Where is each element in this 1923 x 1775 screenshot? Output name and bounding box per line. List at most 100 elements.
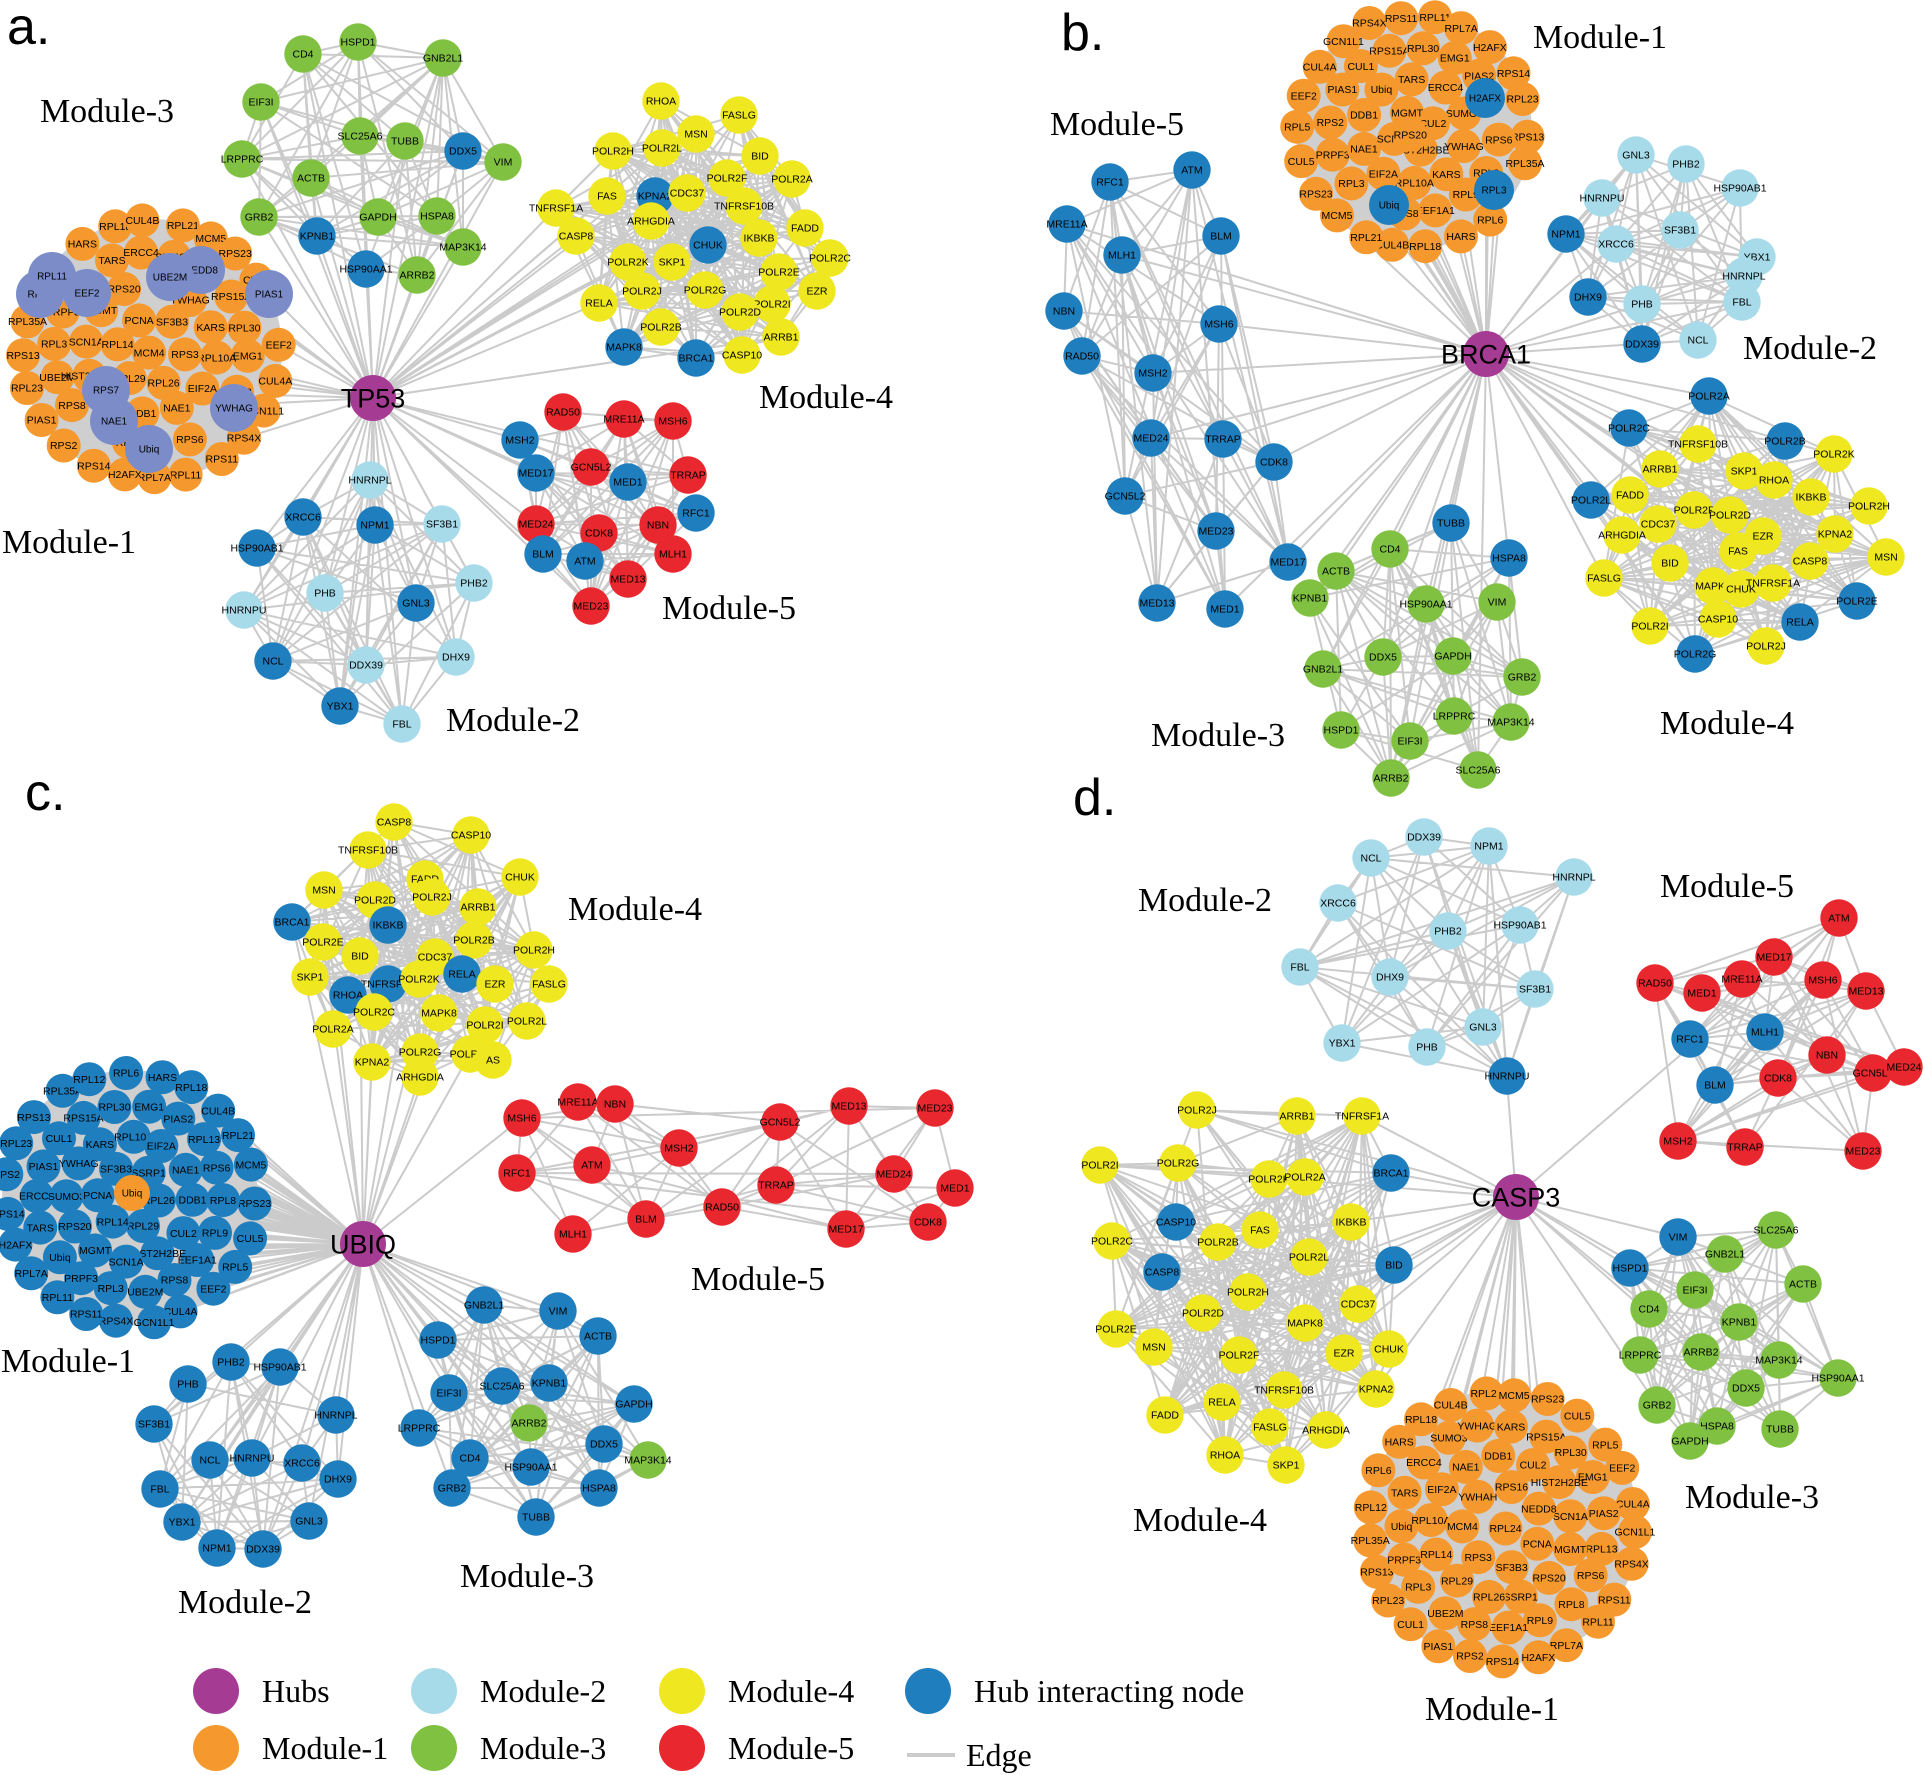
svg-text:RPL23: RPL23: [1372, 1595, 1404, 1607]
svg-text:FAS: FAS: [597, 191, 617, 203]
svg-text:TNFRSF1A: TNFRSF1A: [529, 203, 583, 215]
svg-text:SF3B1: SF3B1: [1519, 984, 1551, 996]
svg-text:VIM: VIM: [1488, 597, 1507, 609]
svg-text:RPL23: RPL23: [11, 383, 43, 395]
svg-text:MCM5: MCM5: [1499, 1390, 1530, 1402]
svg-text:RPS6: RPS6: [176, 434, 204, 446]
svg-text:TNFRSF10B: TNFRSF10B: [338, 845, 398, 857]
svg-text:POLR2A: POLR2A: [312, 1024, 353, 1036]
svg-text:EEF1A1: EEF1A1: [1489, 1622, 1528, 1634]
svg-text:XRCC6: XRCC6: [1320, 898, 1356, 910]
svg-text:FADD: FADD: [791, 223, 819, 235]
svg-text:SLC25A6: SLC25A6: [338, 131, 383, 143]
svg-text:RPS6: RPS6: [1577, 1570, 1605, 1582]
svg-text:RHOA: RHOA: [646, 96, 676, 108]
svg-text:GCN1L1: GCN1L1: [1323, 36, 1364, 48]
svg-text:CUL2: CUL2: [170, 1228, 197, 1240]
svg-text:ERCC4: ERCC4: [1428, 82, 1464, 94]
svg-text:XRCC6: XRCC6: [285, 512, 321, 524]
svg-text:TNFRSF1A: TNFRSF1A: [1335, 1111, 1389, 1123]
svg-text:RPS20: RPS20: [1532, 1573, 1565, 1585]
svg-text:TNFRSF10B: TNFRSF10B: [714, 201, 774, 213]
svg-text:CDC37: CDC37: [418, 952, 453, 964]
svg-text:HSP90AA1: HSP90AA1: [1811, 1373, 1864, 1385]
svg-text:HSP90AB1: HSP90AB1: [253, 1362, 306, 1374]
svg-text:CD4: CD4: [292, 49, 313, 61]
svg-text:ARHGDIA: ARHGDIA: [627, 216, 675, 228]
svg-text:EEF2: EEF2: [1291, 90, 1317, 102]
svg-text:RPL21: RPL21: [222, 1130, 254, 1142]
svg-text:SF3B3: SF3B3: [100, 1164, 132, 1176]
svg-text:RPL30: RPL30: [228, 322, 260, 334]
svg-text:POLR2F: POLR2F: [1674, 505, 1715, 517]
svg-text:NCL: NCL: [199, 1455, 220, 1467]
svg-text:DDX5: DDX5: [590, 1439, 618, 1451]
svg-text:CHUK: CHUK: [1374, 1344, 1404, 1356]
svg-text:POLR2C: POLR2C: [1091, 1236, 1133, 1248]
svg-text:NAE1: NAE1: [1452, 1462, 1480, 1474]
svg-text:HSP90AA1: HSP90AA1: [1399, 599, 1452, 611]
svg-text:PRPF3: PRPF3: [64, 1273, 98, 1285]
svg-text:SKP1: SKP1: [659, 257, 686, 269]
svg-text:IKBKB: IKBKB: [373, 920, 404, 932]
svg-text:HNRNPU: HNRNPU: [1485, 1071, 1530, 1083]
svg-text:RPL9: RPL9: [202, 1228, 228, 1240]
svg-text:BRCA1: BRCA1: [274, 917, 309, 929]
svg-text:RPL10A: RPL10A: [1411, 1515, 1450, 1527]
svg-text:RPS15A: RPS15A: [1369, 45, 1409, 57]
svg-text:RPS15A: RPS15A: [211, 291, 251, 303]
svg-text:UBE2M: UBE2M: [153, 273, 187, 284]
svg-text:FADD: FADD: [1151, 1410, 1179, 1422]
svg-text:UBE2M: UBE2M: [1427, 1608, 1463, 1620]
svg-text:EMG1: EMG1: [1440, 53, 1470, 65]
svg-text:POLR2G: POLR2G: [399, 1047, 442, 1059]
svg-text:RPS11: RPS11: [1385, 13, 1418, 25]
svg-text:RPL7A: RPL7A: [138, 472, 171, 484]
svg-text:TRRAP: TRRAP: [1205, 434, 1241, 446]
svg-text:MSN: MSN: [684, 129, 707, 141]
svg-text:CHUK: CHUK: [1726, 584, 1756, 596]
svg-text:BID: BID: [751, 151, 769, 163]
svg-text:GRB2: GRB2: [1508, 672, 1537, 684]
svg-text:CASP8: CASP8: [1793, 556, 1828, 568]
svg-text:RPL18: RPL18: [1405, 1414, 1437, 1426]
svg-text:RPS2: RPS2: [0, 1169, 20, 1181]
svg-text:FBL: FBL: [1290, 962, 1309, 974]
svg-text:RPS2: RPS2: [50, 440, 78, 452]
svg-text:MLH1: MLH1: [559, 1229, 587, 1241]
svg-text:RFC1: RFC1: [682, 508, 710, 520]
svg-text:NBN: NBN: [1053, 306, 1075, 318]
svg-text:RPL7A: RPL7A: [15, 1268, 48, 1280]
svg-text:CDC37: CDC37: [1341, 1299, 1376, 1311]
svg-text:DHX9: DHX9: [442, 652, 470, 664]
svg-text:PHB2: PHB2: [1434, 926, 1462, 938]
svg-text:TARS: TARS: [1398, 74, 1425, 86]
svg-text:NAE1: NAE1: [101, 417, 128, 428]
svg-text:MED13: MED13: [1139, 598, 1174, 610]
svg-text:MAP3K14: MAP3K14: [624, 1455, 671, 1467]
svg-text:RPL30: RPL30: [1555, 1447, 1587, 1459]
svg-text:RPS8: RPS8: [58, 400, 86, 412]
svg-text:RPL21: RPL21: [1350, 232, 1382, 244]
svg-text:HIST2H2BE: HIST2H2BE: [1531, 1477, 1588, 1489]
svg-text:KPNA2: KPNA2: [638, 191, 673, 203]
svg-text:BLM: BLM: [635, 1214, 657, 1226]
svg-text:ARRB2: ARRB2: [1683, 1347, 1718, 1359]
svg-text:Module-1: Module-1: [1425, 1691, 1559, 1728]
svg-text:RPL11: RPL11: [37, 272, 67, 283]
svg-text:NAE1: NAE1: [163, 403, 191, 415]
svg-text:ARRB1: ARRB1: [1642, 464, 1677, 476]
svg-text:HARS: HARS: [1446, 231, 1475, 243]
svg-text:HSPD1: HSPD1: [420, 1335, 455, 1347]
svg-text:MSN: MSN: [312, 885, 335, 897]
svg-text:GCN5L2: GCN5L2: [571, 462, 612, 474]
svg-text:RPL7A: RPL7A: [1550, 1640, 1583, 1652]
svg-text:NEDD8: NEDD8: [1521, 1503, 1557, 1515]
svg-text:Module-3: Module-3: [480, 1730, 606, 1766]
svg-text:KPNB1: KPNB1: [1722, 1317, 1757, 1329]
svg-text:HSPD1: HSPD1: [1323, 725, 1358, 737]
svg-text:GAPDH: GAPDH: [359, 212, 396, 224]
svg-text:RPL8: RPL8: [210, 1195, 236, 1207]
svg-text:POLR2G: POLR2G: [684, 285, 727, 297]
svg-text:EZR: EZR: [485, 979, 506, 991]
